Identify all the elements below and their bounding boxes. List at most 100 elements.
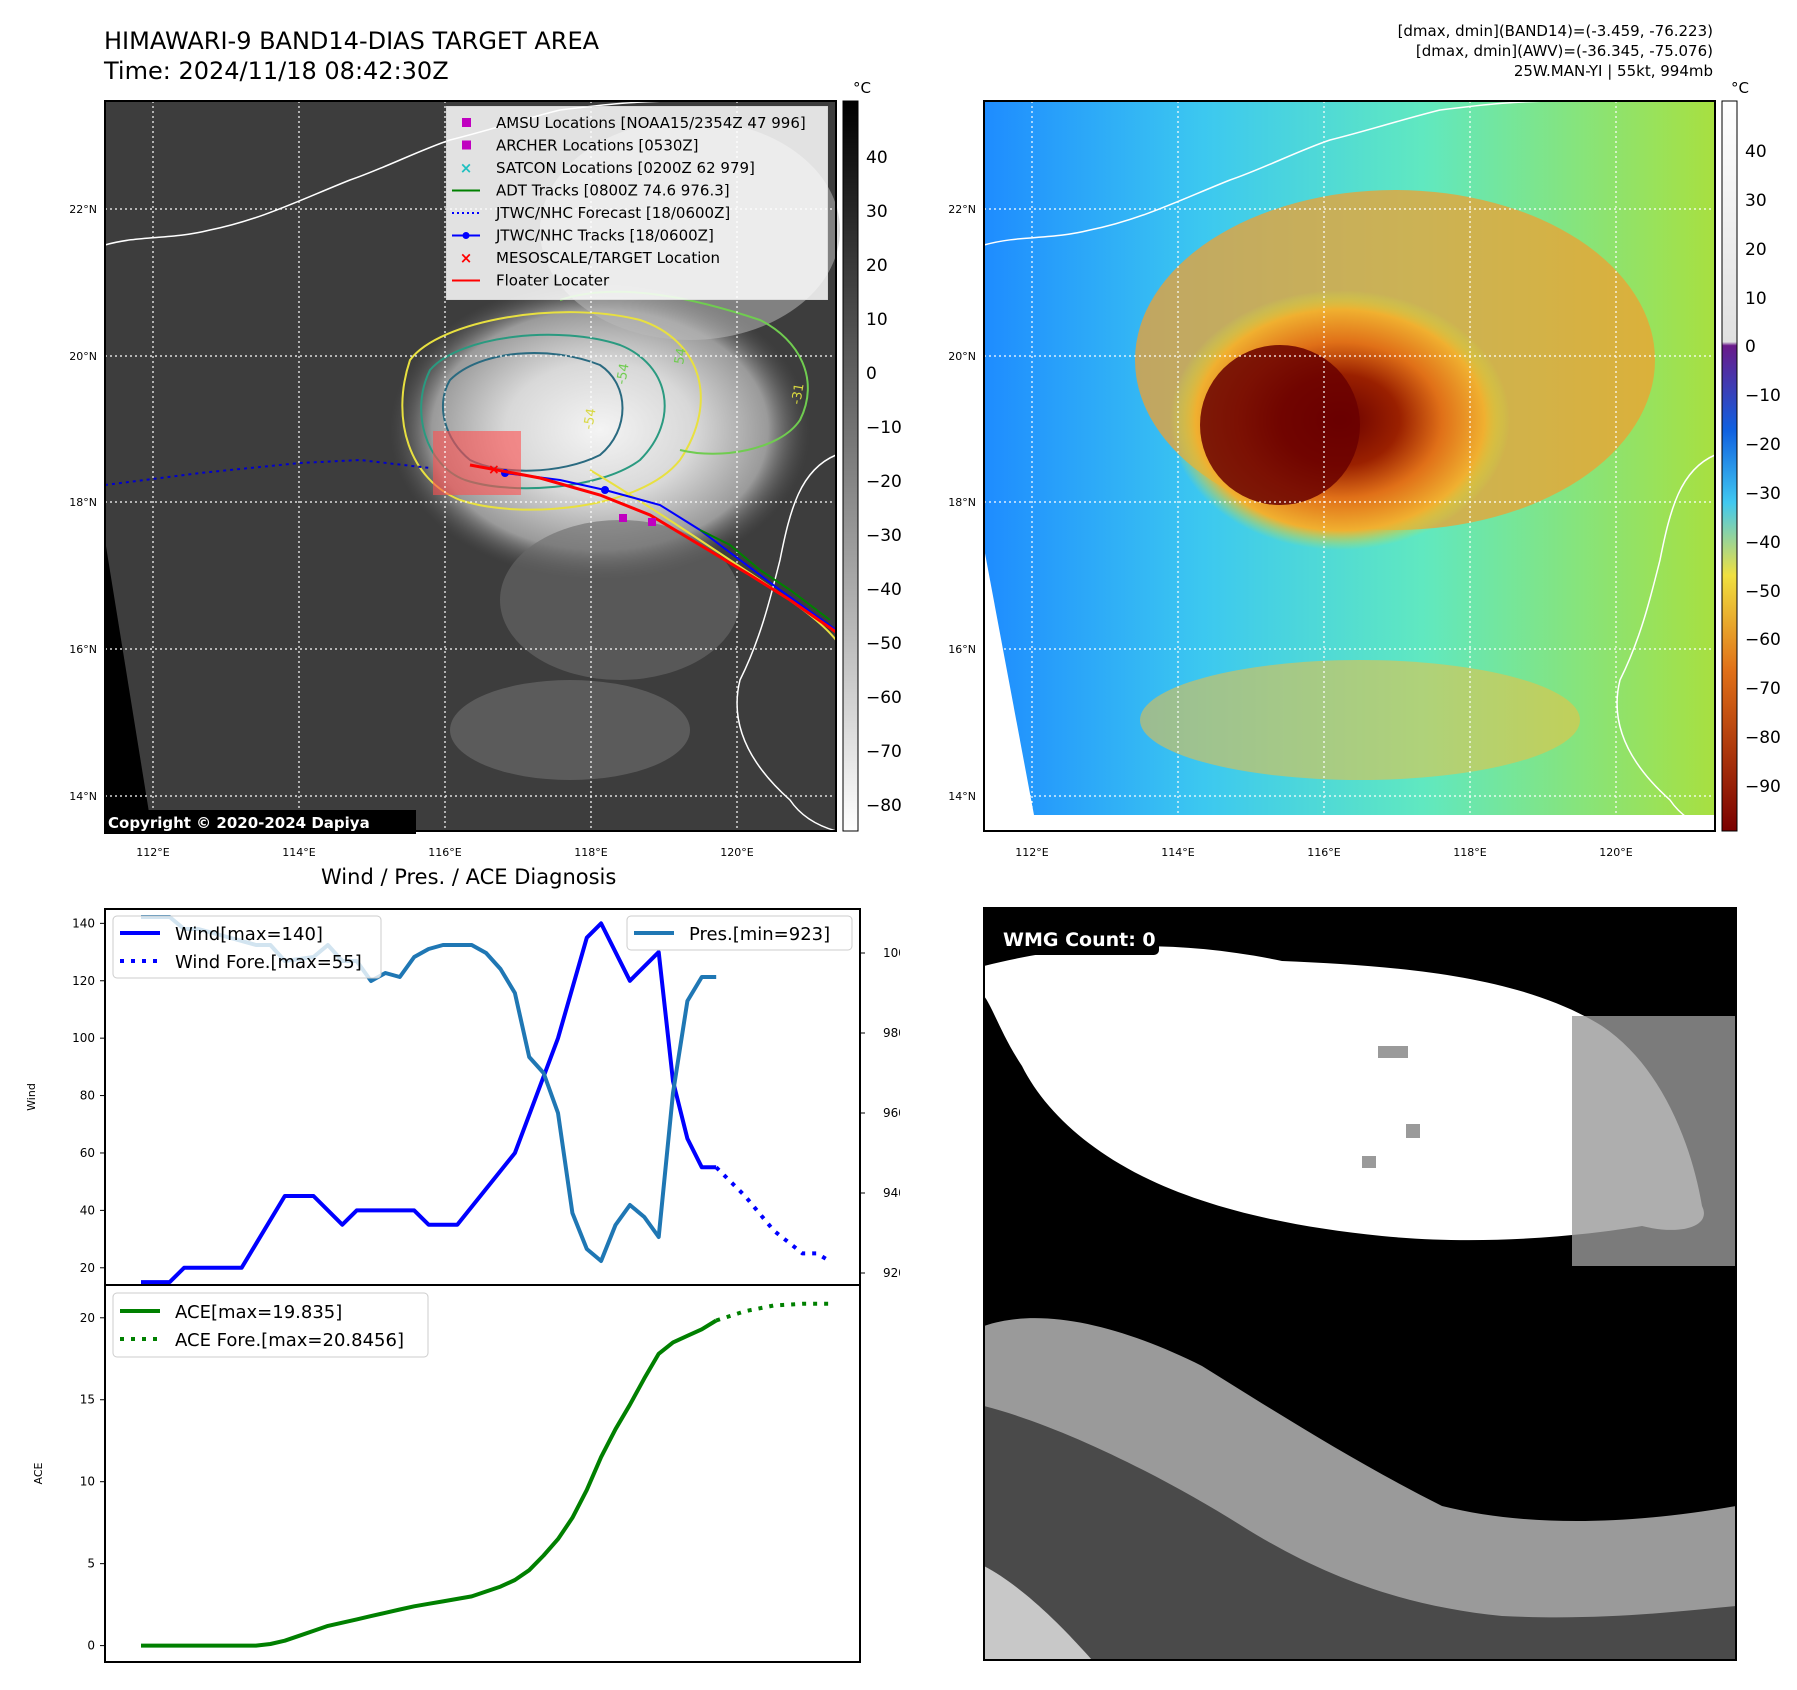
svg-text:−50: −50 (866, 634, 902, 654)
ir-colorbar-ticks: 40 30 20 10 0 −10 −20 −30 −40 −50 −60 −7… (866, 148, 902, 816)
wmg-panel: WMG Count: 0 (983, 907, 1737, 1661)
svg-text:16°N: 16°N (69, 643, 97, 656)
ir-legend-item: ARCHER Locations [0530Z] (462, 137, 699, 155)
svg-text:−50: −50 (1745, 582, 1781, 602)
wmg-gray-cell (1378, 1046, 1408, 1058)
svg-text:40: 40 (866, 148, 888, 168)
wmg-light-gray-region (984, 1566, 1092, 1660)
svg-text:−40: −40 (866, 580, 902, 600)
copyright-text: Copyright © 2020-2024 Dapiya (108, 814, 370, 832)
wind-legend: Wind[max=140] Wind Fore.[max=55] (112, 915, 382, 979)
wmg-gray-cell (1406, 1124, 1420, 1138)
ir-target-marker: × (488, 462, 500, 478)
svg-text:40: 40 (1745, 142, 1767, 162)
ir-storm-cloud (390, 280, 810, 580)
ir-jtwc-track (504, 472, 837, 631)
ir-jtwc-forecast-track (104, 458, 431, 486)
svg-text:20: 20 (1745, 240, 1767, 260)
ir-legend-item: AMSU Locations [NOAA15/2354Z 47 996] (462, 114, 806, 132)
wind-ytick-label: 120 (72, 974, 95, 988)
ace-legend-label: ACE[max=19.835] (175, 1302, 342, 1323)
meta-awv: [dmax, dmin](AWV)=(-36.345, -75.076) (1415, 42, 1713, 60)
meta-band14: [dmax, dmin](BAND14)=(-3.459, -76.223) (1397, 22, 1713, 40)
svg-text:−20: −20 (1745, 435, 1781, 455)
legend-dot-icon (462, 232, 470, 239)
ir-amsu-marker (619, 514, 627, 522)
ir-archer-marker (648, 518, 656, 526)
pres-legend: Pres.[min=923] (626, 915, 853, 951)
ir-contour-label: 54 (672, 347, 690, 366)
svg-text:14°N: 14°N (948, 790, 976, 803)
wind-ytick-label: 80 (80, 1089, 95, 1103)
ir-cloud-southwest (450, 680, 690, 780)
ir-legend-label: Floater Locater (496, 272, 610, 290)
ir-legend-label: SATCON Locations [0200Z 62 979] (496, 159, 755, 177)
wind-ytick-label: 60 (80, 1146, 95, 1160)
legend-x-icon: × (460, 159, 473, 177)
ir-lat-ticks: 22°N 20°N 18°N 16°N 14°N (69, 203, 97, 803)
ir-legend-item: Floater Locater (452, 272, 610, 290)
awv-lon-ticks: 112°E 114°E 116°E 118°E 120°E (1015, 846, 1632, 859)
awv-map-panel: 112°E 114°E 116°E 118°E 120°E 22°N 20°N … (948, 79, 1781, 859)
svg-text:−60: −60 (866, 688, 902, 708)
wmg-count-badge (995, 923, 1159, 955)
wind-ytick-label: 140 (72, 916, 95, 930)
ace-ylabel: ACE (32, 1462, 45, 1484)
svg-text:−30: −30 (1745, 484, 1781, 504)
wmg-count-text: WMG Count: 0 (1003, 929, 1156, 951)
ir-legend-item: ADT Tracks [0800Z 74.6 976.3] (452, 182, 730, 200)
pres-legend-label: Pres.[min=923] (689, 924, 830, 945)
svg-text:−10: −10 (1745, 386, 1781, 406)
svg-text:18°N: 18°N (69, 496, 97, 509)
series-line-wind-fore- (714, 1165, 833, 1264)
svg-text:−40: −40 (1745, 533, 1781, 553)
ir-legend-label: AMSU Locations [NOAA15/2354Z 47 996] (496, 114, 806, 132)
svg-text:120°E: 120°E (720, 846, 753, 859)
ir-legend-item: × MESOSCALE/TARGET Location (460, 249, 720, 267)
ir-legend-label: ARCHER Locations [0530Z] (496, 137, 699, 155)
awv-coastline-china (983, 100, 1581, 246)
wmg-dark-gray-region (984, 1406, 1736, 1660)
ir-legend-label: JTWC/NHC Tracks [18/0600Z] (495, 227, 714, 245)
awv-lat-ticks: 22°N 20°N 18°N 16°N 14°N (948, 203, 976, 803)
svg-text:−80: −80 (1745, 728, 1781, 748)
series-line-wind (141, 921, 717, 1285)
ace-ytick-label: 10 (80, 1475, 95, 1489)
svg-text:112°E: 112°E (1015, 846, 1048, 859)
awv-gridlines (984, 101, 1715, 831)
svg-text:0: 0 (866, 364, 877, 384)
ace-ytick-label: 20 (80, 1311, 95, 1325)
figure-time: Time: 2024/11/18 08:42:30Z (104, 57, 449, 85)
ir-adt-track (699, 529, 831, 621)
ir-legend-label: MESOSCALE/TARGET Location (496, 249, 720, 267)
svg-text:114°E: 114°E (1161, 846, 1194, 859)
pres-ytick-label: 940 (883, 1186, 900, 1200)
ir-contour-label: -54 (581, 407, 599, 431)
svg-text:118°E: 118°E (1453, 846, 1486, 859)
figure-title: HIMAWARI-9 BAND14-DIAS TARGET AREA (104, 27, 600, 55)
ir-floater-track (469, 463, 837, 634)
ir-cloud-south (500, 520, 740, 680)
ace-ytick-label: 0 (87, 1639, 95, 1653)
svg-text:30: 30 (1745, 191, 1767, 211)
svg-text:−90: −90 (1745, 777, 1781, 797)
svg-text:118°E: 118°E (574, 846, 607, 859)
svg-text:20°N: 20°N (948, 350, 976, 363)
wind-legend-label: Wind Fore.[max=55] (175, 952, 362, 973)
svg-text:30: 30 (866, 202, 888, 222)
ir-contour-label: -31 (789, 382, 807, 406)
svg-text:18°N: 18°N (948, 496, 976, 509)
pres-ytick-label: 980 (883, 1026, 900, 1040)
svg-text:22°N: 22°N (948, 203, 976, 216)
svg-text:16°N: 16°N (948, 643, 976, 656)
svg-text:−70: −70 (1745, 679, 1781, 699)
legend-square-icon (462, 140, 471, 150)
svg-text:20: 20 (866, 256, 888, 276)
ir-legend-item: JTWC/NHC Forecast [18/0600Z] (452, 204, 730, 222)
series-line-ace-fore- (715, 1301, 832, 1323)
awv-colorbar-ticks: 40 30 20 10 0 −10 −20 −30 −40 −50 −60 −7… (1745, 142, 1781, 797)
ir-jtwc-point (601, 486, 609, 494)
svg-text:0: 0 (1745, 337, 1756, 357)
svg-text:−60: −60 (1745, 630, 1781, 650)
wmg-frame (983, 907, 1737, 1661)
